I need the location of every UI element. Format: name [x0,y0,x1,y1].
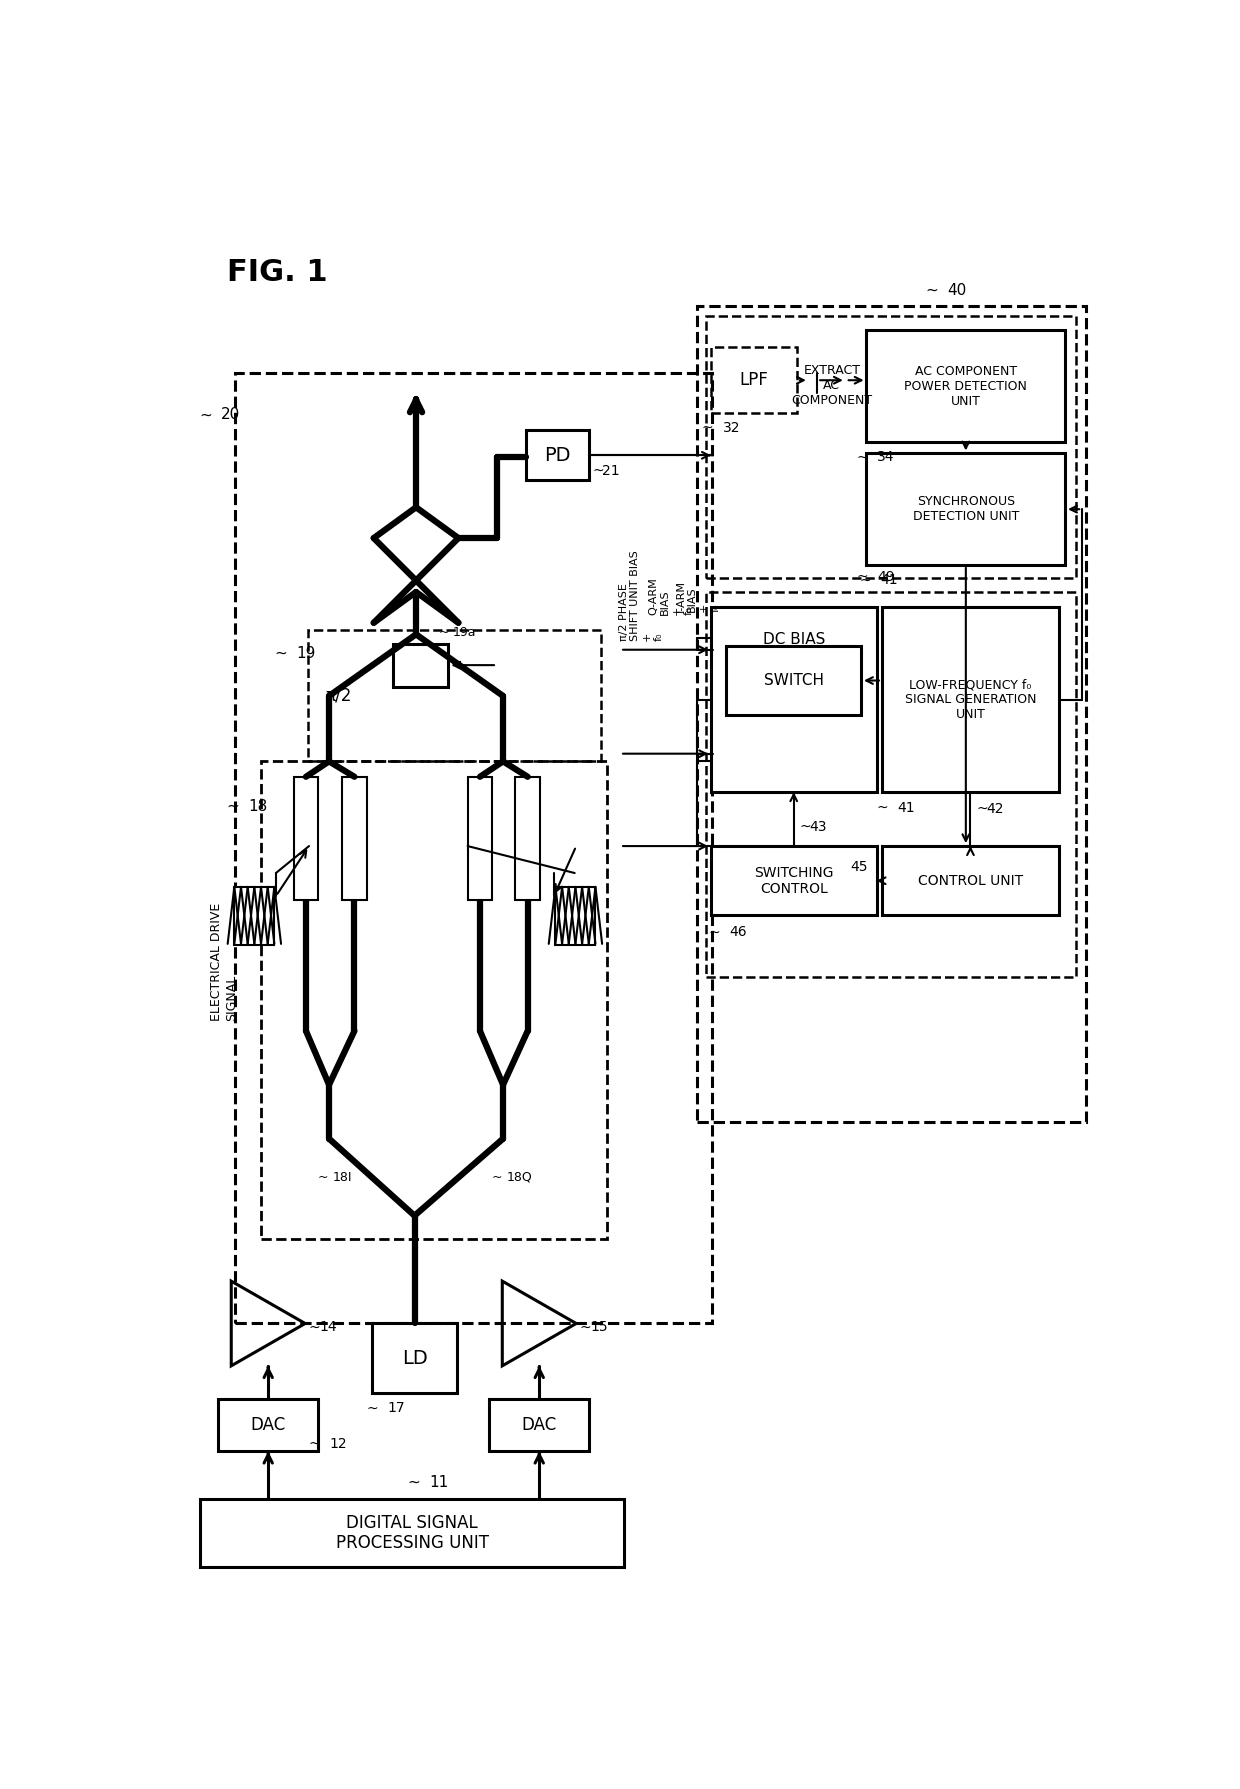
Bar [711,846,877,916]
Bar [697,306,1086,1122]
Bar [882,608,1059,793]
Text: 46: 46 [729,925,746,939]
Bar [727,646,861,716]
Text: 34: 34 [877,451,895,463]
Bar [234,887,274,945]
Text: DAC: DAC [522,1417,557,1435]
Text: LOW-FREQUENCY f₀
SIGNAL GENERATION
UNIT: LOW-FREQUENCY f₀ SIGNAL GENERATION UNIT [905,678,1037,721]
Text: 11: 11 [429,1474,449,1490]
Bar [556,887,595,945]
Bar [882,846,1059,916]
Text: 41: 41 [898,801,915,814]
Text: 40: 40 [947,283,966,297]
Text: PD: PD [544,445,570,465]
Bar [236,372,713,1324]
Text: π/2: π/2 [326,687,352,705]
Text: ~: ~ [274,646,286,662]
Text: ~: ~ [367,1401,378,1415]
Text: FIG. 1: FIG. 1 [227,258,329,286]
Text: 19: 19 [296,646,315,662]
Text: DIGITAL SIGNAL
PROCESSING UNIT: DIGITAL SIGNAL PROCESSING UNIT [336,1513,489,1553]
Bar [711,608,877,793]
Text: ~: ~ [309,1437,320,1451]
Bar [201,1499,624,1567]
Bar [467,776,492,900]
Text: EXTRACT
AC
COMPONENT: EXTRACT AC COMPONENT [791,365,873,408]
Bar [711,347,797,413]
Bar [516,776,541,900]
Bar [393,644,449,687]
Bar [526,431,589,479]
Text: 32: 32 [723,420,740,435]
Text: 43: 43 [810,819,827,834]
Bar [294,776,319,900]
Bar [707,317,1076,578]
Bar [867,453,1065,565]
Bar [867,331,1065,442]
Text: 17: 17 [388,1401,405,1415]
Text: CONTROL UNIT: CONTROL UNIT [918,873,1023,887]
Text: 18I: 18I [332,1170,352,1184]
Text: ~: ~ [579,1320,591,1335]
Text: 14: 14 [319,1320,336,1335]
Text: ~: ~ [877,801,888,814]
Text: ELECTRICAL DRIVE
SIGNAL: ELECTRICAL DRIVE SIGNAL [211,902,238,1022]
Text: ~: ~ [800,819,811,834]
Text: 41: 41 [880,574,898,587]
Text: ~: ~ [977,801,988,816]
Text: Q-ARM
BIAS
+
f₀: Q-ARM BIAS + f₀ [649,578,693,615]
Text: ~: ~ [593,463,604,478]
Text: ~: ~ [200,408,212,422]
Text: π/2 PHASE
SHIFT UNIT BIAS
+
f₀: π/2 PHASE SHIFT UNIT BIAS + f₀ [619,551,663,640]
Text: DAC: DAC [250,1417,286,1435]
Text: 45: 45 [851,861,868,873]
Text: 49: 49 [877,569,895,583]
Text: 18Q: 18Q [507,1170,533,1184]
Text: SWITCH: SWITCH [764,673,823,689]
Text: ~: ~ [857,569,868,583]
Bar [309,630,601,762]
Bar [342,776,367,900]
Text: ~: ~ [407,1474,420,1490]
Text: 19a: 19a [453,626,476,639]
Text: I-ARM
BIAS
+
f₀: I-ARM BIAS + f₀ [676,580,720,612]
Text: 42: 42 [986,801,1003,816]
Text: ~: ~ [226,798,239,814]
Text: DC BIAS: DC BIAS [763,632,825,648]
Text: ~: ~ [859,574,872,587]
Text: LPF: LPF [739,370,769,388]
Text: 12: 12 [329,1437,347,1451]
Text: ~: ~ [309,1320,320,1335]
Bar [490,1399,589,1451]
Text: ~: ~ [925,283,937,297]
Bar [260,762,608,1238]
Text: ~: ~ [857,451,868,463]
Bar [218,1399,319,1451]
Bar [372,1324,456,1394]
Text: SWITCHING
CONTROL: SWITCHING CONTROL [754,866,833,896]
Text: ~: ~ [702,420,713,435]
Text: LD: LD [402,1349,428,1367]
Text: 18: 18 [248,798,268,814]
Text: AC COMPONENT
POWER DETECTION
UNIT: AC COMPONENT POWER DETECTION UNIT [904,365,1027,408]
Text: 21: 21 [601,463,619,478]
Text: ~: ~ [439,626,449,639]
Text: ~: ~ [317,1170,329,1184]
Bar [707,592,1076,977]
Text: ~: ~ [708,925,720,939]
Text: SYNCHRONOUS
DETECTION UNIT: SYNCHRONOUS DETECTION UNIT [913,496,1019,522]
Text: 15: 15 [590,1320,608,1335]
Text: ~: ~ [491,1170,502,1184]
Text: 20: 20 [221,408,241,422]
